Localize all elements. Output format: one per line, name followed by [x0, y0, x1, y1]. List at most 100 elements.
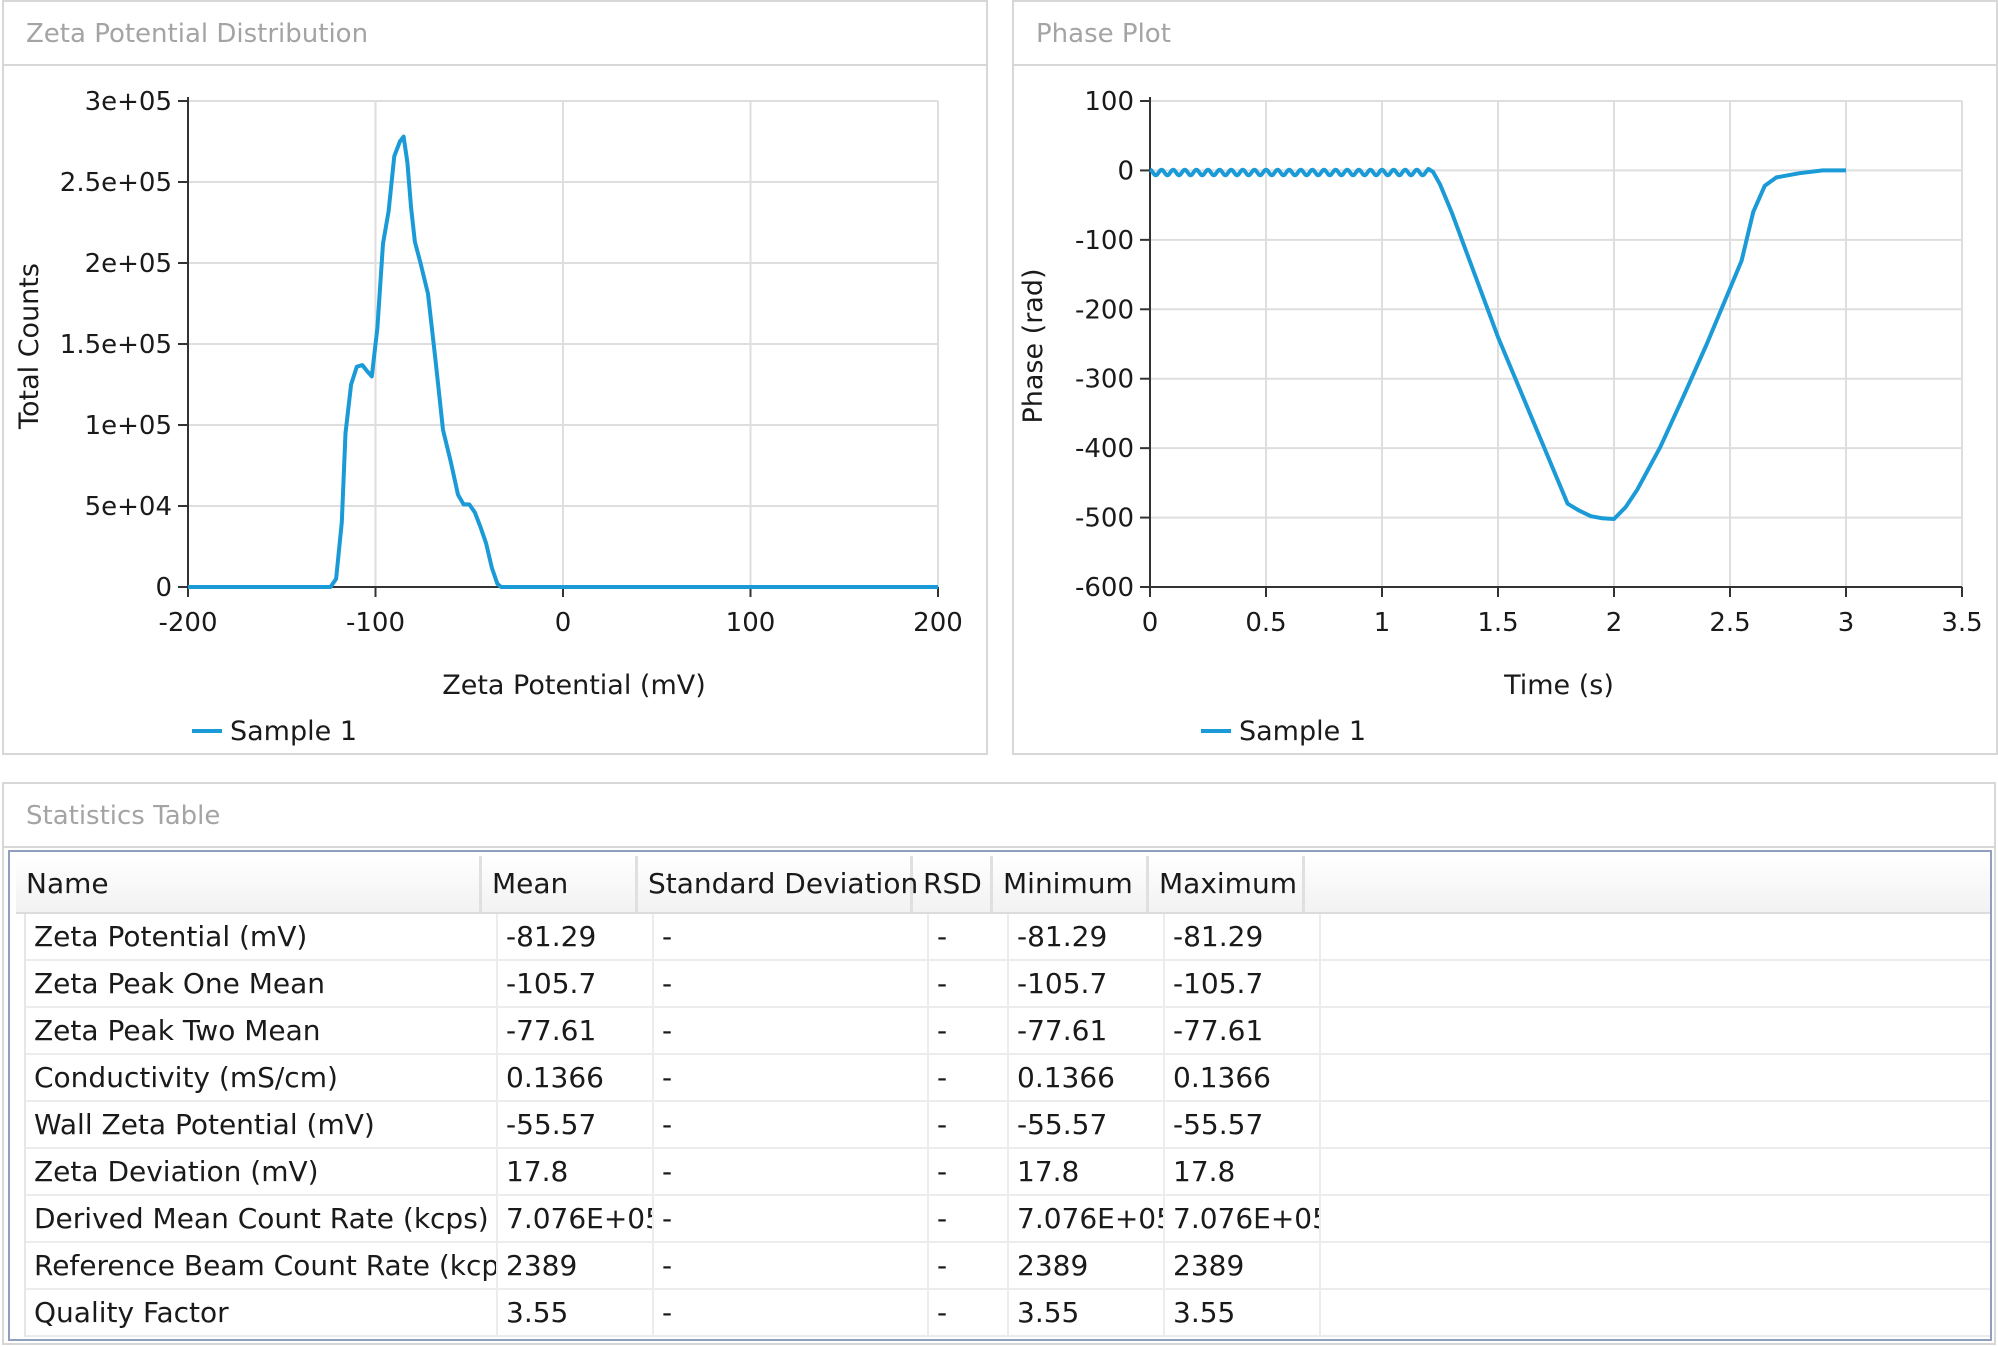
table-cell-max: -55.57 [1165, 1102, 1321, 1147]
table-cell-rsd: - [929, 1149, 1009, 1194]
phase-y-tick-label: -300 [1075, 365, 1134, 395]
table-row[interactable]: Derived Mean Count Rate (kcps) 7.076E+05-… [26, 1196, 1990, 1243]
phase-y-axis-label: Phase (rad) [1018, 268, 1049, 423]
column-header-standard-deviation[interactable]: Standard Deviation [638, 856, 918, 912]
table-cell-min: -105.7 [1009, 961, 1165, 1006]
zeta-distribution-chart[interactable]: -200 -100 0 100 200 0 5e+04 1e+05 1.5e+05 2e+05 2.… [4, 66, 986, 753]
table-cell-name: Derived Mean Count Rate (kcps) [26, 1196, 498, 1241]
table-cell-sd: - [654, 1008, 929, 1053]
table-cell-max: -81.29 [1165, 914, 1321, 959]
table-row[interactable]: Zeta Potential (mV) -81.29- - -81.29 -81.29 [26, 914, 1990, 961]
phase-x-tick-label: 3 [1838, 608, 1855, 638]
table-row[interactable]: Zeta Peak Two Mean -77.61- - -77.61 -77.61 [26, 1008, 1990, 1055]
table-cell-min: 0.1366 [1009, 1055, 1165, 1100]
table-cell-max: 2389 [1165, 1243, 1321, 1288]
column-header-minimum[interactable]: Minimum [993, 856, 1149, 912]
zeta-x-axis-label: Zeta Potential (mV) [442, 670, 706, 701]
zeta-x-tick-label: 0 [555, 608, 572, 638]
table-cell-name: Zeta Potential (mV) [26, 914, 498, 959]
table-cell-name: Zeta Deviation (mV) [26, 1149, 498, 1194]
statistics-table[interactable]: Name Mean Standard Deviation RSD Minimum… [8, 850, 1992, 1341]
phase-x-axis-label: Time (s) [1503, 670, 1614, 701]
zeta-series-line-sample-1 [188, 134, 938, 589]
phase-x-tick-label: 1.5 [1477, 608, 1518, 638]
table-cell-mean: 7.076E+05 [498, 1196, 654, 1241]
column-header-name[interactable]: Name [16, 856, 482, 912]
phase-plot-chart[interactable]: 0 0.5 1 1.5 2 2.5 3 3.5 -600 -500 -400 -300 -200 -100… [1014, 66, 1996, 753]
table-row[interactable]: Quality Factor 3.55- -3.55 3.55 [26, 1290, 1990, 1337]
table-cell-max: 7.076E+05 [1165, 1196, 1321, 1241]
zeta-y-tick-label: 2.5e+05 [60, 168, 172, 198]
phase-x-tick-label: 1 [1374, 608, 1391, 638]
table-cell-mean: 2389 [498, 1243, 654, 1288]
table-cell-sd: - [654, 1102, 929, 1147]
phase-y-tick-label: 0 [1117, 156, 1134, 186]
table-row[interactable]: Zeta Peak One Mean -105.7- - -105.7 -105.7 [26, 961, 1990, 1008]
table-cell-name: Quality Factor [26, 1290, 498, 1335]
table-cell-rsd: - [929, 1055, 1009, 1100]
zeta-x-tick-label: 200 [913, 608, 963, 638]
table-cell-name: Wall Zeta Potential (mV) [26, 1102, 498, 1147]
zeta-legend-label: Sample 1 [230, 716, 357, 747]
zeta-x-tick-label: -200 [158, 608, 217, 638]
zeta-panel-title: Zeta Potential Distribution [4, 2, 986, 66]
table-cell-mean: 0.1366 [498, 1055, 654, 1100]
table-cell-mean: -55.57 [498, 1102, 654, 1147]
phase-y-tick-label: -500 [1075, 504, 1134, 534]
table-cell-min: -55.57 [1009, 1102, 1165, 1147]
column-header-maximum[interactable]: Maximum [1149, 856, 1305, 912]
phase-x-tick-label: 0 [1142, 608, 1159, 638]
table-row[interactable]: Wall Zeta Potential (mV) -55.57- - -55.57 -5… [26, 1102, 1990, 1149]
zeta-y-tick-label: 3e+05 [85, 87, 172, 117]
table-cell-sd: - [654, 914, 929, 959]
zeta-y-tick-label: 1.5e+05 [60, 330, 172, 360]
column-header-rsd[interactable]: RSD [913, 856, 993, 912]
phase-x-tick-label: 0.5 [1245, 608, 1286, 638]
phase-series-line-sample-1 [1149, 167, 1846, 521]
table-cell-name: Conductivity (mS/cm) [26, 1055, 498, 1100]
table-cell-rsd: - [929, 1008, 1009, 1053]
table-cell-mean: 3.55 [498, 1290, 654, 1335]
table-cell-mean: -81.29 [498, 914, 654, 959]
stats-panel-title: Statistics Table [4, 784, 1994, 848]
zeta-distribution-panel: Zeta Potential Distribution -200 -100 0 100… [2, 0, 988, 755]
zeta-x-tick-label: -100 [346, 608, 405, 638]
phase-y-tick-label: 100 [1084, 87, 1134, 117]
phase-x-tick-label: 2.5 [1709, 608, 1750, 638]
table-cell-sd: - [654, 961, 929, 1006]
table-row[interactable]: Reference Beam Count Rate (kcps) 2389- -23… [26, 1243, 1990, 1290]
phase-y-tick-label: -100 [1075, 226, 1134, 256]
table-cell-name: Zeta Peak Two Mean [26, 1008, 498, 1053]
table-cell-sd: - [654, 1149, 929, 1194]
zeta-y-tick-label: 0 [155, 573, 172, 603]
table-cell-rsd: - [929, 914, 1009, 959]
zeta-y-axis-label: Total Counts [14, 263, 45, 430]
phase-legend-label: Sample 1 [1239, 716, 1366, 747]
phase-y-tick-label: -600 [1075, 573, 1134, 603]
table-cell-min: 2389 [1009, 1243, 1165, 1288]
table-cell-rsd: - [929, 1243, 1009, 1288]
table-cell-max: 3.55 [1165, 1290, 1321, 1335]
table-header-row: Name Mean Standard Deviation RSD Minimum… [16, 856, 1990, 914]
phase-x-tick-label: 2 [1606, 608, 1623, 638]
table-cell-mean: -105.7 [498, 961, 654, 1006]
phase-y-tick-label: -400 [1075, 434, 1134, 464]
table-cell-sd: - [654, 1055, 929, 1100]
table-cell-min: 3.55 [1009, 1290, 1165, 1335]
table-cell-max: -105.7 [1165, 961, 1321, 1006]
table-cell-mean: -77.61 [498, 1008, 654, 1053]
zeta-x-tick-label: 100 [726, 608, 776, 638]
table-cell-mean: 17.8 [498, 1149, 654, 1194]
table-cell-sd: - [654, 1196, 929, 1241]
table-cell-sd: - [654, 1243, 929, 1288]
table-cell-rsd: - [929, 1290, 1009, 1335]
table-cell-min: 17.8 [1009, 1149, 1165, 1194]
table-cell-rsd: - [929, 1196, 1009, 1241]
zeta-y-tick-label: 5e+04 [85, 492, 172, 522]
table-cell-max: 0.1366 [1165, 1055, 1321, 1100]
column-header-mean[interactable]: Mean [482, 856, 638, 912]
table-row[interactable]: Zeta Deviation (mV) 17.8- -17.8 17.8 [26, 1149, 1990, 1196]
table-cell-min: 7.076E+05 [1009, 1196, 1165, 1241]
table-row[interactable]: Conductivity (mS/cm) 0.1366- -0.1366 0.1366 [26, 1055, 1990, 1102]
table-body: Zeta Potential (mV) -81.29- - -81.29 -81.29 Z… [24, 914, 1990, 1337]
